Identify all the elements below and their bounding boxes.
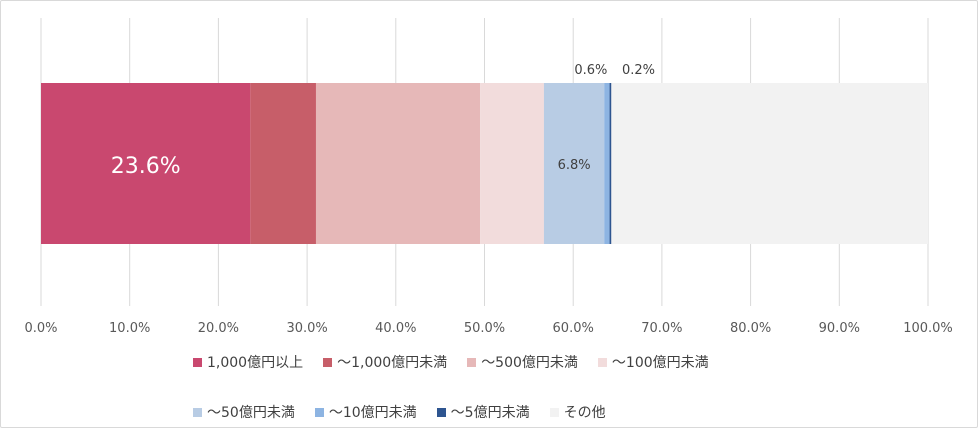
legend-swatch (436, 407, 446, 417)
legend-item: ～1,000億円未満 (323, 352, 447, 372)
legend-label: ～5億円未満 (450, 405, 530, 421)
bar-segment (543, 83, 605, 244)
x-tick-label: 90.0% (819, 321, 860, 336)
legend-label: ～50億円未満 (207, 405, 295, 421)
bar-segments (41, 83, 928, 244)
bar-segment (250, 83, 316, 244)
x-tick-label: 40.0% (375, 321, 416, 336)
legend-item: ～100億円未満 (597, 352, 709, 372)
x-tick-label: 60.0% (553, 321, 594, 336)
legend-item: 1,000億円以上 (193, 352, 303, 372)
legend-item: ～5億円未満 (436, 402, 530, 422)
legend-label: その他 (563, 405, 606, 421)
data-label: 0.6% (574, 63, 607, 78)
legend-item: ～500億円未満 (467, 352, 578, 372)
legend-swatch (323, 357, 333, 367)
legend-label: ～500億円未満 (481, 355, 578, 371)
stacked-bar-chart: 23.6% 6.8% 0.6% 0.2% 0.0% 10.0% 20.0% 30.0% 40.… (24, 18, 953, 336)
x-tick-label: 70.0% (641, 321, 682, 336)
legend-swatch (314, 407, 324, 417)
x-tick-label: 50.0% (464, 321, 505, 336)
x-tick-label: 0.0% (24, 321, 57, 336)
data-label: 0.2% (622, 63, 655, 78)
data-label: 23.6% (111, 154, 181, 179)
legend-swatch (549, 407, 559, 417)
legend-label: ～100億円未満 (611, 355, 709, 371)
x-tick-label: 10.0% (109, 321, 150, 336)
x-tick-label: 30.0% (286, 321, 327, 336)
x-tick-label: 80.0% (730, 321, 771, 336)
bar-segment (609, 83, 612, 244)
legend-label: ～10億円未満 (328, 405, 417, 421)
legend-swatch (193, 407, 202, 417)
data-label: 6.8% (558, 158, 591, 173)
x-axis-tick-labels: 0.0% 10.0% 20.0% 30.0% 40.0% 50.0% 60.0% 70.0% 8… (24, 321, 952, 336)
bar-segment (41, 83, 251, 244)
bar-segment (604, 83, 610, 244)
legend-label: 1,000億円以上 (207, 355, 304, 371)
bar-segment (480, 83, 544, 244)
legend-item: その他 (549, 402, 606, 422)
bar-segment (611, 83, 928, 244)
x-tick-label: 100.0% (903, 321, 953, 336)
legend-item: ～50億円未満 (193, 402, 295, 422)
legend: 1,000億円以上 ～1,000億円未満 ～500億円未満 ～100億円未満 ～50億円… (193, 352, 813, 422)
data-labels: 23.6% 6.8% 0.6% 0.2% (111, 63, 655, 179)
legend-swatch (193, 357, 202, 367)
bar-segment (315, 83, 481, 244)
legend-item: ～10億円未満 (314, 402, 417, 422)
legend-label: ～1,000億円未満 (337, 355, 448, 371)
x-tick-label: 20.0% (198, 321, 239, 336)
legend-swatch (467, 357, 477, 367)
legend-swatch (597, 357, 607, 367)
